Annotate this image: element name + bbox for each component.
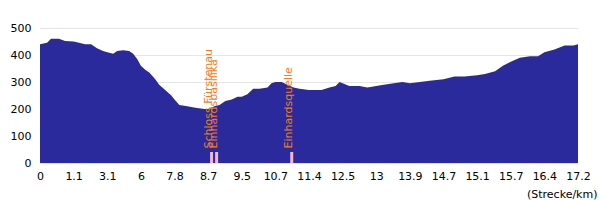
svg-text:500: 500	[11, 22, 32, 35]
svg-text:100: 100	[11, 130, 32, 143]
svg-text:Einhardsquelle: Einhardsquelle	[282, 67, 295, 149]
svg-text:7.8: 7.8	[166, 170, 184, 183]
svg-text:300: 300	[11, 76, 32, 89]
svg-text:13: 13	[370, 170, 384, 183]
svg-text:17.2: 17.2	[566, 170, 591, 183]
svg-text:8.7: 8.7	[200, 170, 218, 183]
svg-text:13.9: 13.9	[398, 170, 423, 183]
svg-text:Einhardsbasilika: Einhardsbasilika	[207, 59, 220, 148]
svg-text:9.5: 9.5	[234, 170, 252, 183]
svg-text:3.1: 3.1	[99, 170, 117, 183]
svg-text:14.7: 14.7	[432, 170, 457, 183]
svg-text:400: 400	[11, 49, 32, 62]
svg-text:11.4: 11.4	[297, 170, 322, 183]
svg-text:6: 6	[138, 170, 145, 183]
svg-text:15.1: 15.1	[465, 170, 490, 183]
svg-text:12.5: 12.5	[331, 170, 356, 183]
svg-text:15.7: 15.7	[499, 170, 524, 183]
svg-text:0: 0	[37, 170, 44, 183]
svg-text:16.4: 16.4	[533, 170, 558, 183]
svg-text:1.1: 1.1	[65, 170, 83, 183]
svg-text:(Strecke/km): (Strecke/km)	[527, 188, 598, 200]
svg-text:10.7: 10.7	[264, 170, 289, 183]
svg-text:0: 0	[25, 157, 32, 170]
svg-text:200: 200	[11, 103, 32, 116]
